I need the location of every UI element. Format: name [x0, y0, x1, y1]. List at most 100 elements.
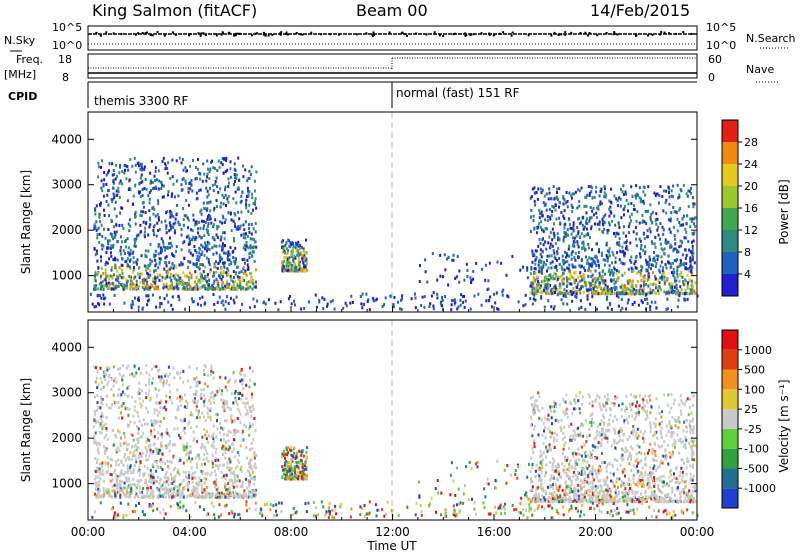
echo-cell [157, 202, 160, 206]
echo-cell [108, 277, 110, 281]
echo-cell [247, 209, 250, 213]
echo-cell [179, 399, 182, 403]
echo-cell [216, 413, 219, 417]
echo-cell [248, 459, 251, 463]
echo-cell [101, 159, 103, 163]
echo-cell [225, 204, 227, 207]
echo-cell [696, 294, 699, 298]
echo-cell [645, 282, 648, 286]
echo-cell [232, 493, 235, 497]
echo-cell [293, 446, 296, 450]
echo-cell [134, 464, 137, 468]
echo-cell [302, 249, 305, 253]
echo-cell [642, 275, 645, 279]
echo-cell [178, 278, 181, 282]
echo-cell [142, 418, 145, 422]
echo-cell [110, 287, 113, 291]
nsky-mark [105, 31, 108, 34]
echo-cell [233, 470, 236, 474]
echo-cell [185, 399, 188, 403]
echo-cell [630, 219, 632, 223]
echo-cell [120, 268, 123, 272]
echo-cell [153, 207, 156, 211]
echo-cell [129, 433, 132, 437]
echo-cell [635, 219, 638, 223]
echo-cell [564, 234, 567, 238]
echo-cell [530, 208, 533, 212]
echo-cell [571, 192, 574, 196]
echo-cell [147, 264, 150, 268]
echo-cell [194, 488, 197, 492]
echo-cell [687, 267, 690, 271]
echo-cell [115, 435, 118, 439]
echo-cell [197, 453, 200, 457]
echo-cell [686, 273, 689, 277]
echo-cell [194, 223, 197, 227]
echo-cell [282, 247, 285, 251]
echo-cell [590, 216, 593, 220]
echo-cell [137, 233, 140, 237]
echo-cell [99, 366, 102, 370]
echo-cell [120, 459, 123, 463]
echo-cell [135, 425, 138, 428]
echo-cell [237, 186, 240, 189]
echo-cell [223, 231, 226, 235]
echo-cell [168, 443, 171, 447]
echo-cell [173, 495, 176, 499]
echo-cell [196, 483, 199, 487]
echo-cell [89, 292, 92, 296]
echo-cell [252, 408, 255, 411]
echo-cell [111, 495, 114, 499]
echo-cell [162, 379, 165, 383]
nsky-mark [95, 31, 98, 34]
echo-cell [97, 494, 99, 498]
echo-cell [196, 487, 199, 491]
echo-cell [632, 230, 635, 234]
echo-cell [247, 495, 250, 499]
echo-cell [115, 193, 118, 197]
echo-cell [150, 159, 153, 163]
echo-cell [216, 227, 219, 231]
echo-cell [285, 459, 288, 463]
echo-cell [419, 264, 421, 268]
echo-cell [214, 459, 217, 463]
echo-cell [249, 473, 252, 477]
echo-cell [209, 407, 212, 411]
echo-cell [299, 251, 302, 255]
echo-cell [233, 162, 236, 166]
echo-cell [289, 294, 291, 298]
echo-cell [604, 213, 607, 217]
echo-cell [580, 186, 583, 190]
echo-cell [534, 262, 537, 266]
echo-cell [230, 218, 233, 222]
echo-cell [180, 263, 183, 267]
echo-cell [658, 270, 661, 274]
echo-cell [155, 469, 158, 473]
echo-cell [566, 266, 569, 270]
echo-cell [591, 295, 594, 299]
echo-cell [637, 303, 640, 307]
echo-cell [222, 437, 225, 441]
echo-cell [223, 447, 225, 451]
echo-cell [158, 296, 161, 300]
echo-cell [211, 461, 214, 465]
echo-cell [143, 264, 146, 268]
echo-cell [181, 262, 184, 266]
echo-cell [539, 286, 542, 289]
echo-cell [248, 230, 251, 234]
echo-cell [691, 244, 694, 248]
echo-cell [124, 486, 127, 490]
echo-cell [235, 176, 238, 180]
echo-cell [157, 169, 160, 173]
echo-cell [117, 482, 120, 486]
echo-cell [249, 448, 251, 452]
echo-cell [298, 449, 301, 453]
echo-cell [465, 262, 468, 266]
echo-cell [641, 301, 644, 304]
echo-cell [582, 290, 585, 294]
echo-cell [571, 205, 574, 209]
echo-cell [535, 191, 538, 194]
echo-cell [534, 278, 537, 282]
echo-cell [193, 245, 196, 248]
echo-cell [587, 275, 590, 278]
